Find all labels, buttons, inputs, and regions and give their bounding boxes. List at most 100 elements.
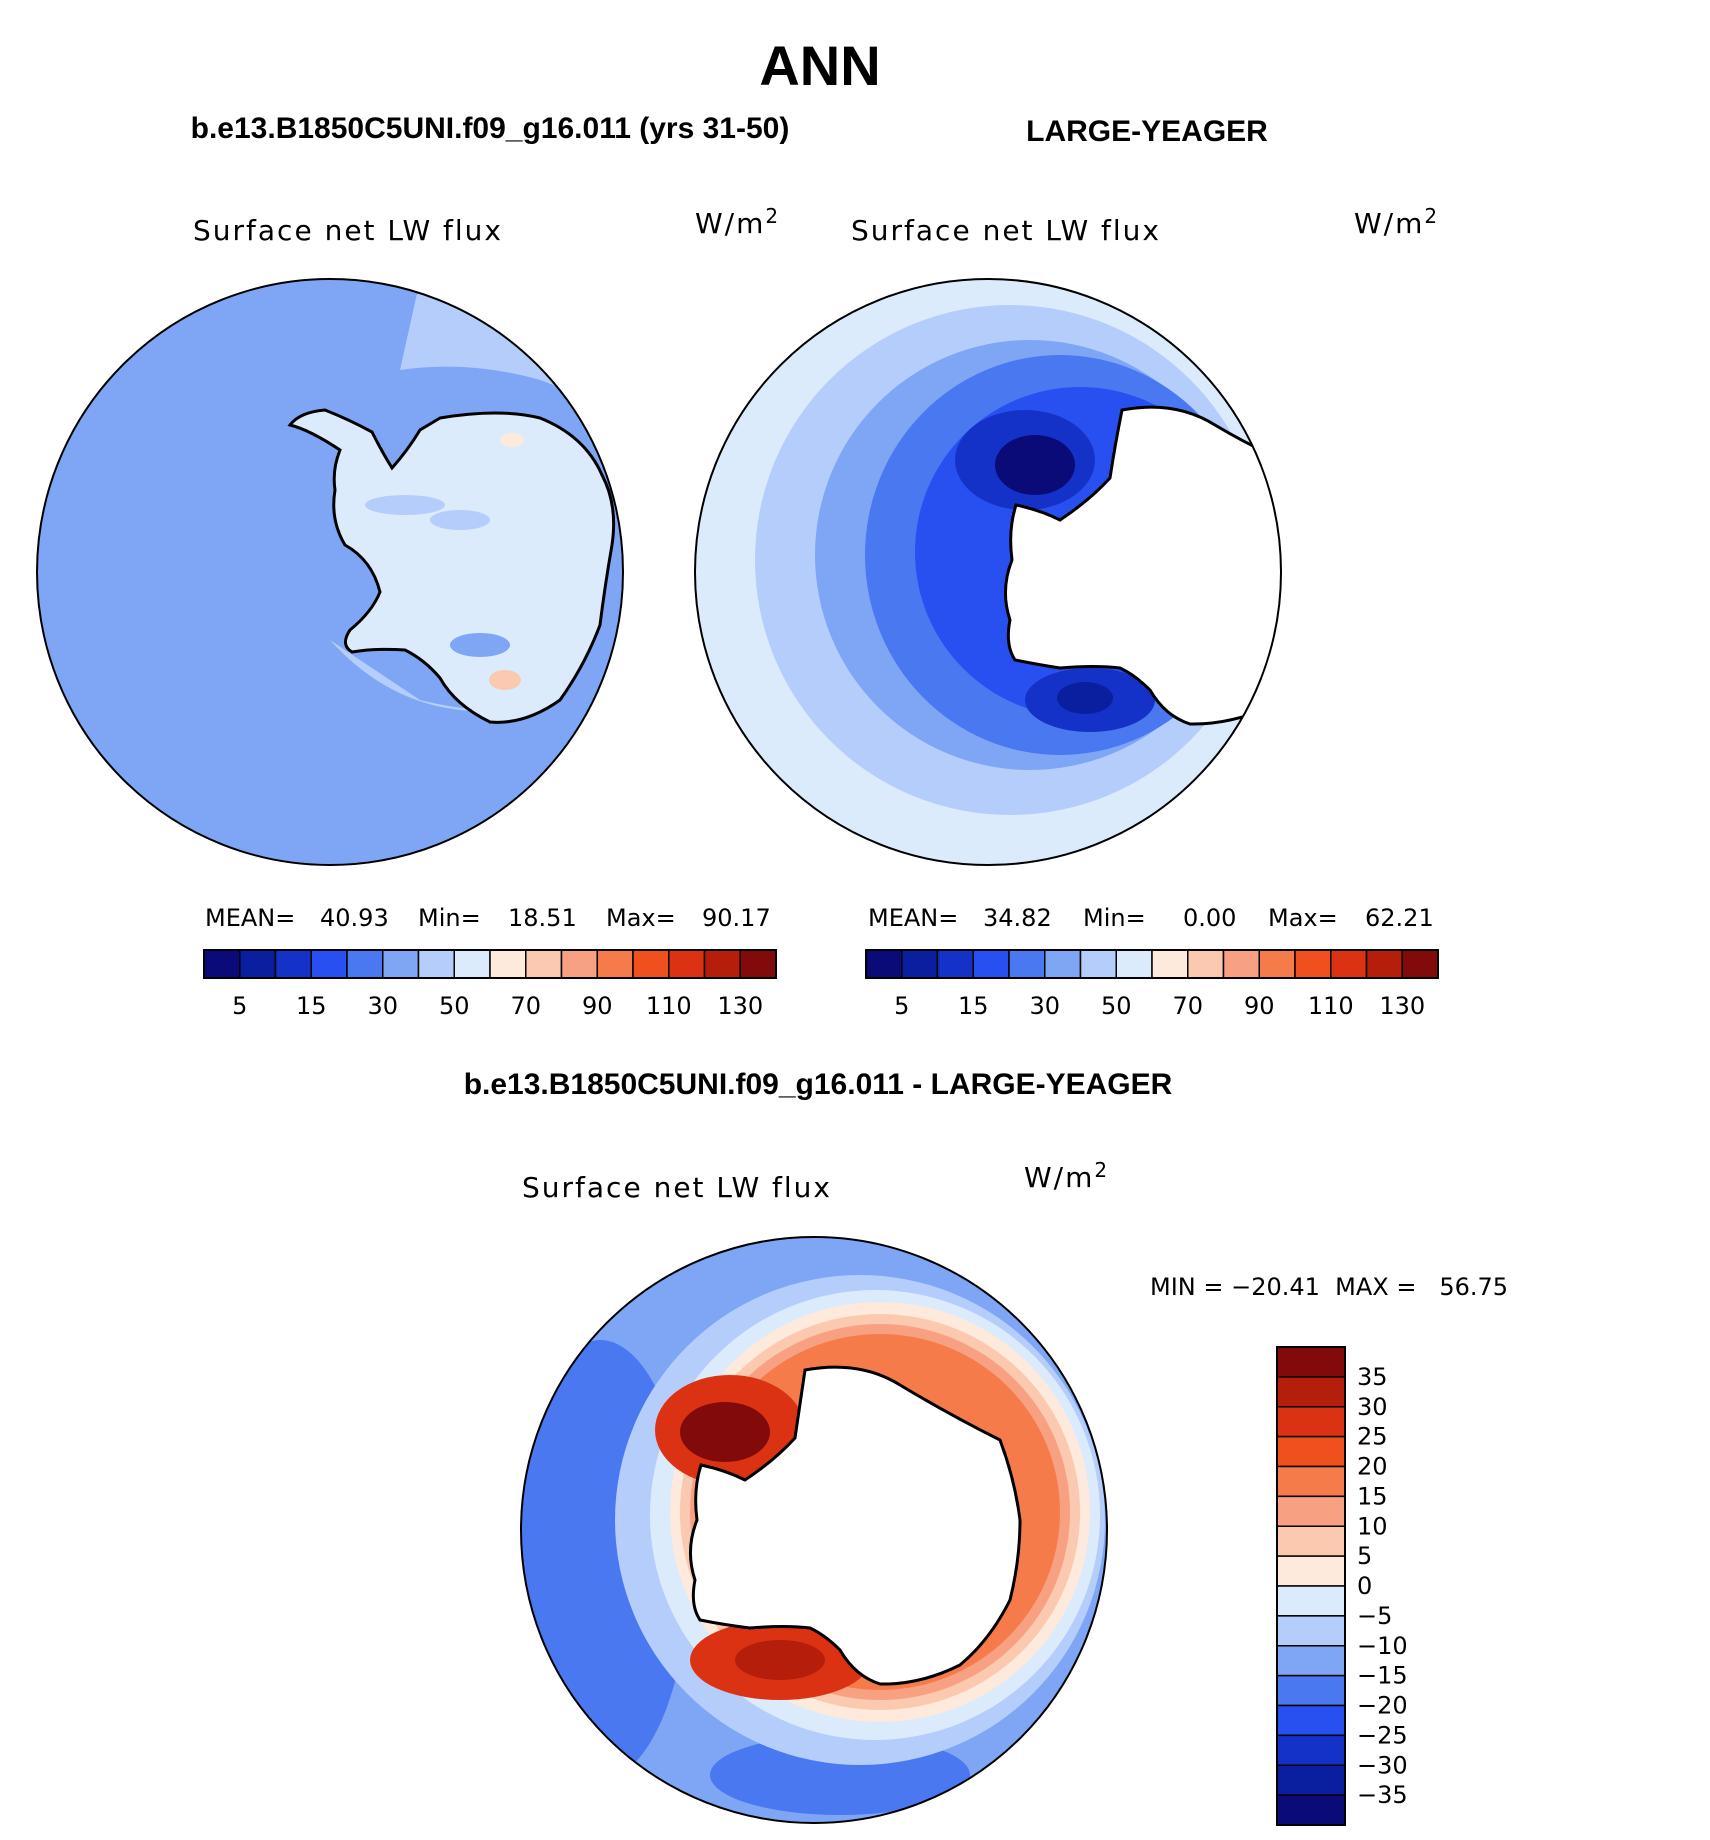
panel-model-units: W/m2 (695, 204, 780, 240)
colorbar-swatch (901, 949, 939, 979)
colorbar-tick-label: 20 (1357, 1453, 1388, 1481)
stat-mean-value: 34.82 (983, 904, 1052, 932)
colorbar-tick-label: 15 (296, 992, 327, 1020)
colorbar-tick-label: 35 (1357, 1363, 1388, 1391)
map-obs (694, 278, 1282, 866)
colorbar-swatch (1276, 1465, 1346, 1498)
colorbar-swatch (865, 949, 903, 979)
colorbar-swatch (382, 949, 420, 979)
panel-diff-header: b.e13.B1850C5UNI.f09_g16.011 - LARGE-YEA… (464, 1068, 1173, 1101)
colorbar-tick-label: 15 (958, 992, 989, 1020)
colorbar-swatch (632, 949, 670, 979)
stat-mean-value: 40.93 (320, 904, 389, 932)
figure-title: ANN (759, 34, 880, 97)
panel-diff-units: W/m2 (1024, 1158, 1109, 1194)
colorbar-swatch (203, 949, 241, 979)
colorbar-swatch (1365, 949, 1403, 979)
colorbar-swatch (489, 949, 527, 979)
units-exponent: 2 (765, 204, 780, 228)
colorbar-tick-label: 70 (510, 992, 541, 1020)
colorbar-swatch (1276, 1346, 1346, 1378)
colorbar-tick-label: 15 (1357, 1482, 1388, 1510)
colorbar-swatch (1115, 949, 1153, 979)
units-exponent: 2 (1424, 204, 1439, 228)
units-base: W/m (1024, 1161, 1094, 1194)
stat-max-label: Max= (1268, 904, 1338, 932)
map-diff-continent (689, 1365, 1022, 1686)
map-model-frame (36, 278, 624, 866)
colorbar-swatch (1187, 949, 1225, 979)
stat-max-value: 90.17 (702, 904, 771, 932)
colorbar-tick-label: 30 (1029, 992, 1060, 1020)
colorbar-tick-label: −5 (1357, 1602, 1392, 1630)
map-model-blue-patch (450, 633, 510, 657)
colorbar-tick-label: 130 (717, 992, 763, 1020)
map-obs-frame (694, 278, 1282, 866)
colorbar-tick-label: 10 (1357, 1512, 1388, 1540)
colorbar-swatch (668, 949, 706, 979)
colorbar-swatch (596, 949, 634, 979)
colorbar-tick-label: 70 (1172, 992, 1203, 1020)
map-model-warm-patch (489, 670, 521, 690)
colorbar-swatch (1276, 1585, 1346, 1617)
colorbar-swatch (1276, 1615, 1346, 1647)
map-diff-hot (735, 1640, 825, 1680)
stat-min-value: 0.00 (1183, 904, 1236, 932)
colorbar-swatch (1276, 1645, 1346, 1677)
map-obs-deep (1057, 682, 1113, 714)
colorbar-tick-label: 5 (1357, 1542, 1372, 1570)
panel-obs-stats: MEAN= 34.82 Min= 0.00 Max= 62.21 (868, 904, 1434, 932)
map-model-warm-patch (500, 433, 524, 447)
colorbar-swatch (453, 949, 491, 979)
colorbar-tick-label: 90 (1244, 992, 1275, 1020)
panel-obs-units: W/m2 (1354, 204, 1439, 240)
units-exponent: 2 (1094, 1158, 1109, 1182)
map-diff (520, 1236, 1108, 1824)
colorbar-swatch (1151, 949, 1189, 979)
colorbar-tick-label: 25 (1357, 1423, 1388, 1451)
colorbar-swatch (1079, 949, 1117, 979)
colorbar-swatch (1276, 1376, 1346, 1408)
colorbar-swatch (239, 949, 277, 979)
stat-max-label: Max= (606, 904, 676, 932)
colorbar-swatch (1276, 1704, 1346, 1737)
colorbar-swatch (1276, 1495, 1346, 1527)
colorbar-swatch (274, 949, 312, 979)
colorbar-outline (1276, 1346, 1346, 1826)
colorbar-swatch (417, 949, 455, 979)
colorbar-swatch (972, 949, 1010, 979)
colorbar-obs: 5 15 30 50 70 90 110 130 (865, 949, 1439, 1020)
colorbar-tick-label: 110 (646, 992, 692, 1020)
stat-mean-label: MEAN= (868, 904, 958, 932)
colorbar-swatch (1276, 1794, 1346, 1826)
stat-min-label: Min= (418, 904, 481, 932)
colorbar-tick-label: 130 (1379, 992, 1425, 1020)
colorbar-swatch (1276, 1435, 1346, 1468)
colorbar-tick-label: 50 (439, 992, 470, 1020)
map-model-warm-patch (647, 499, 663, 511)
units-base: W/m (1354, 207, 1424, 240)
colorbar-tick-label: 0 (1357, 1572, 1372, 1600)
colorbar-swatch (346, 949, 384, 979)
colorbar-outline (865, 949, 1439, 979)
colorbar-swatch (1276, 1764, 1346, 1796)
colorbar-tick-label: 50 (1101, 992, 1132, 1020)
map-model-blue-patch (430, 510, 490, 530)
panel-obs-header: LARGE-YEAGER (1026, 115, 1268, 148)
colorbar-swatch (1044, 949, 1082, 979)
colorbar-tick-label: 90 (582, 992, 613, 1020)
colorbar-swatch (560, 949, 598, 979)
colorbar-swatch (1276, 1525, 1346, 1557)
map-model-blue-patch (365, 495, 445, 515)
colorbar-swatch (1258, 949, 1296, 979)
stat-mean-label: MEAN= (205, 904, 295, 932)
colorbar-tick-label: 5 (232, 992, 247, 1020)
colorbar-tick-label: −30 (1357, 1751, 1408, 1779)
panel-model-header: b.e13.B1850C5UNI.f09_g16.011 (yrs 31-50) (191, 112, 790, 145)
colorbar-tick-label: −35 (1357, 1781, 1408, 1809)
colorbar-model: 5 15 30 50 70 90 110 130 (203, 949, 777, 1020)
map-diff-frame (520, 1236, 1108, 1824)
map-obs-continent (1004, 405, 1281, 726)
